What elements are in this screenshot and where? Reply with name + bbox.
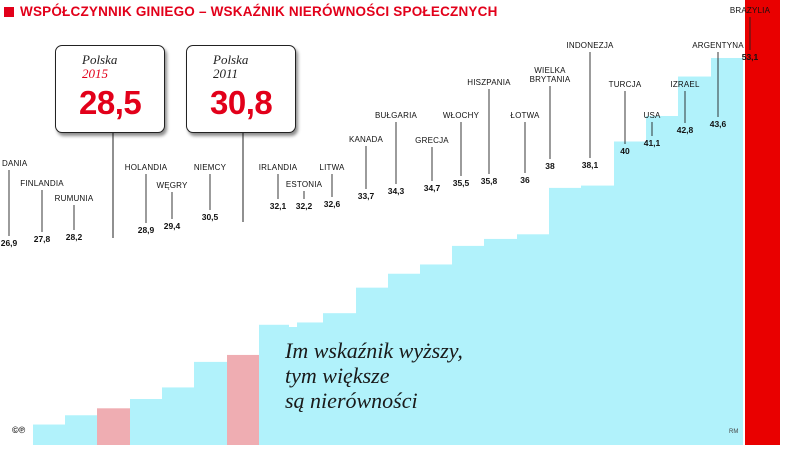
- bar-argentyna: [711, 57, 743, 445]
- value-label: 32,2: [296, 201, 313, 211]
- bar-indonezja: [581, 185, 614, 445]
- value-label: 38,1: [582, 160, 599, 170]
- country-label: WŁOCHY: [443, 111, 480, 120]
- poland-2015-callout: Polska 2015 28,5: [55, 45, 165, 133]
- country-label: ŁOTWA: [510, 111, 540, 120]
- value-label: 32,1: [270, 201, 287, 211]
- bar-gap: [743, 57, 745, 445]
- country-label: NIEMCY: [194, 163, 227, 172]
- country-label: TURCJA: [609, 80, 642, 89]
- poland-2015-value: 28,5: [79, 84, 142, 121]
- country-label: DANIA: [2, 159, 28, 168]
- value-label: 53,1: [742, 52, 759, 62]
- note-line-1: Im wskaźnik wyższy,: [285, 338, 463, 363]
- bar-hiszpania: [484, 238, 517, 445]
- copyright-mark: ©℗: [12, 425, 26, 435]
- value-label: 28,2: [66, 232, 83, 242]
- country-label: KANADA: [349, 135, 384, 144]
- value-label: 34,3: [388, 186, 405, 196]
- poland-2011-country: Polska: [213, 52, 249, 67]
- note-line-2: tym większe: [285, 363, 390, 388]
- bar-łotwa: [517, 234, 549, 445]
- bar-holandia: [130, 399, 162, 445]
- poland-2011-value: 30,8: [210, 84, 273, 121]
- bar-litwa: [323, 313, 356, 445]
- country-label: FINLANDIA: [20, 179, 64, 188]
- value-label: 38: [545, 161, 555, 171]
- bar-włochy: [452, 245, 484, 445]
- value-label: 32,6: [324, 199, 341, 209]
- value-label: 30,5: [202, 212, 219, 222]
- value-label: 35,5: [453, 178, 470, 188]
- bar-polska: [227, 354, 259, 445]
- country-label: INDONEZJA: [566, 41, 614, 50]
- value-label: 35,8: [481, 176, 498, 186]
- value-label: 29,4: [164, 221, 181, 231]
- country-label: GRECJA: [415, 136, 449, 145]
- bar-grecja: [420, 264, 452, 445]
- poland-2011-callout: Polska 2011 30,8: [186, 45, 296, 133]
- bar-kanada: [356, 287, 388, 445]
- country-label: HISZPANIA: [467, 78, 511, 87]
- bar-polska: [97, 408, 130, 445]
- poland-2011-year: 2011: [213, 66, 239, 81]
- value-label: 28,9: [138, 225, 155, 235]
- country-label: USA: [643, 111, 661, 120]
- value-label: 34,7: [424, 183, 441, 193]
- bar-usa: [646, 115, 678, 445]
- bar-bułgaria: [388, 273, 420, 445]
- title-square-icon: [4, 6, 14, 17]
- country-label: HOLANDIA: [125, 163, 168, 172]
- country-label: WĘGRY: [156, 181, 188, 190]
- country-label: BRAZYLIA: [730, 6, 771, 15]
- value-label: 33,7: [358, 191, 375, 201]
- credit-mark: RM: [729, 429, 739, 435]
- value-label: 40: [620, 146, 630, 156]
- poland-2015-country: Polska: [82, 52, 118, 67]
- chart-title-text: WSPÓŁCZYNNIK GINIEGO – WSKAŹNIK NIERÓWNO…: [20, 4, 498, 19]
- country-label: IZRAEL: [670, 80, 700, 89]
- note-line-3: są nierówności: [285, 388, 418, 413]
- bar-rumunia: [65, 415, 97, 445]
- country-label: ESTONIA: [286, 180, 323, 189]
- value-label: 27,8: [34, 234, 51, 244]
- value-label: 26,9: [1, 238, 18, 248]
- bar-wielka-brytania: [549, 187, 581, 445]
- chart-title: WSPÓŁCZYNNIK GINIEGO – WSKAŹNIK NIERÓWNO…: [4, 4, 498, 19]
- country-label: LITWA: [319, 163, 345, 172]
- bar-estonia: [291, 322, 323, 445]
- country-label: WIELKA BRYTANIA: [530, 66, 571, 84]
- country-label: RUMUNIA: [55, 194, 94, 203]
- country-label: ARGENTYNA: [692, 41, 744, 50]
- arrow-up-icon: [282, 297, 304, 327]
- value-label: 42,8: [677, 125, 694, 135]
- country-label: BUŁGARIA: [375, 111, 418, 120]
- value-label: 41,1: [644, 138, 661, 148]
- bar-turcja: [614, 141, 646, 445]
- bar-finlandia: [33, 424, 65, 445]
- value-label: 43,6: [710, 119, 727, 129]
- bar-izrael: [678, 76, 711, 445]
- bar-irlandia: [259, 324, 291, 445]
- poland-2015-year: 2015: [82, 66, 108, 81]
- country-label: IRLANDIA: [259, 163, 298, 172]
- bar-węgry: [162, 387, 194, 445]
- bar-brazylia: [745, 0, 780, 445]
- bar-niemcy: [194, 361, 227, 445]
- note-text: Im wskaźnik wyższy, tym większe są nieró…: [285, 338, 463, 413]
- value-label: 36: [520, 175, 530, 185]
